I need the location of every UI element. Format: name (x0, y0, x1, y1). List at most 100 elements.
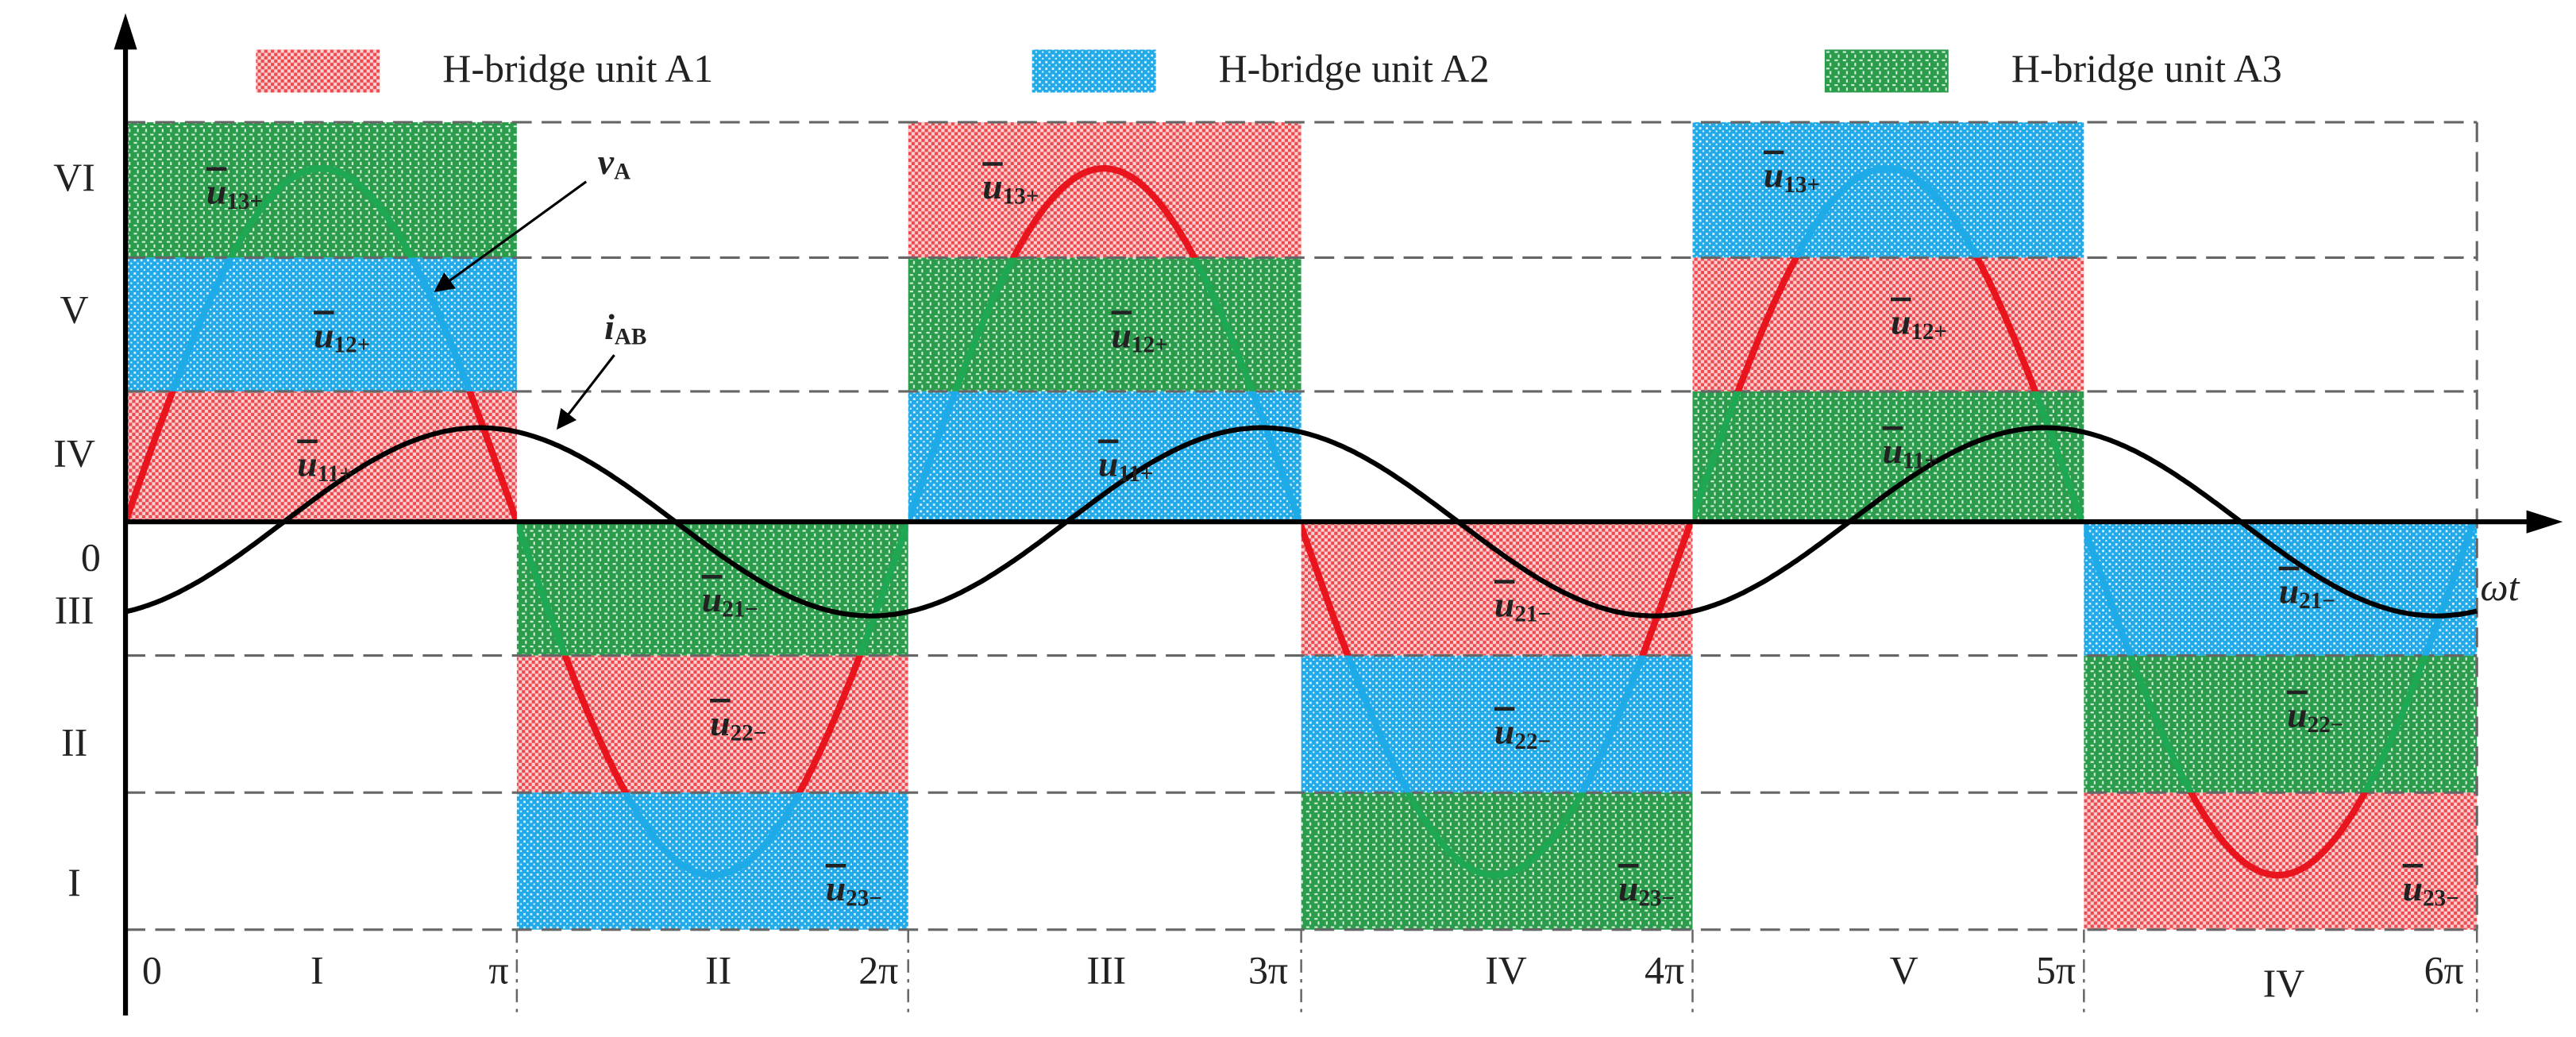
x-label: IV (2263, 962, 2305, 1005)
legend-label: H-bridge unit A1 (442, 47, 713, 91)
subscript: 23− (1638, 885, 1675, 911)
axes (114, 13, 2563, 1016)
symbol: u (710, 703, 730, 743)
x-label: 2π (858, 948, 898, 992)
x-label: 6π (2424, 948, 2464, 992)
symbol: u (2403, 867, 2423, 908)
block-label: u22− (710, 703, 766, 746)
voltage-curve (2084, 522, 2478, 656)
current-curve (125, 425, 2478, 619)
subscript: 22− (731, 720, 767, 746)
block (125, 121, 517, 258)
level-label: 0 (81, 536, 101, 580)
level-label: III (55, 588, 94, 632)
subscript: 12+ (1911, 319, 1947, 345)
legend-swatch (1032, 49, 1156, 93)
subscript: 22− (2308, 712, 2344, 738)
level-label: V (60, 288, 89, 332)
subscript: 23− (846, 885, 882, 911)
block (2084, 655, 2478, 793)
subscript: 13+ (1003, 183, 1039, 209)
block (1301, 792, 1693, 930)
symbol: u (2287, 694, 2307, 734)
symbol: u (982, 166, 1002, 206)
symbol: u (1883, 430, 1903, 470)
subscript: AB (615, 324, 646, 349)
block-label: u12+ (1111, 314, 1167, 358)
block-label: u22− (2287, 694, 2343, 738)
symbol: u (1618, 867, 1638, 908)
block (2084, 792, 2478, 930)
symbol: u (2279, 570, 2299, 611)
arrow (434, 180, 588, 292)
symbol: u (826, 867, 846, 908)
block-label: u13+ (206, 171, 263, 214)
subscript: 12+ (334, 332, 371, 357)
symbol: u (1494, 711, 1514, 751)
symbol: u (1494, 584, 1514, 624)
block (2084, 522, 2478, 656)
x-label: 5π (2036, 948, 2076, 992)
block-label: u21− (702, 579, 758, 623)
block (908, 257, 1301, 391)
block-label: u12+ (1891, 301, 1947, 345)
symbol: v (598, 141, 615, 181)
symbol: u (1764, 154, 1784, 195)
subscript: 13+ (1784, 172, 1820, 198)
x-label: 3π (1248, 948, 1288, 992)
symbol: u (206, 171, 226, 211)
block (1692, 391, 2084, 522)
x-label: V (1890, 948, 1919, 992)
subscript: 21− (1514, 601, 1551, 626)
block-label: u23− (1618, 867, 1675, 911)
block-label: u11+ (1098, 443, 1154, 487)
x-label: I (310, 948, 324, 992)
labels: H-bridge unit A1 H-bridge unit A2 H-bridge… (53, 47, 2520, 1005)
x-label: 4π (1645, 948, 1684, 992)
level-label: IV (53, 432, 95, 476)
block-label: u11+ (1883, 430, 1938, 473)
block-label: u11+ (297, 443, 353, 487)
x-label: IV (1485, 948, 1527, 992)
block-label: u12+ (314, 314, 370, 358)
blocks (125, 49, 2478, 930)
block-label: u23− (2403, 867, 2459, 911)
block-label: u13+ (1764, 154, 1820, 198)
block (1301, 655, 1693, 793)
current-label: iAB (604, 306, 646, 349)
voltage-label: vA (598, 141, 631, 184)
block (516, 655, 908, 793)
block-label: u21− (2279, 570, 2335, 614)
symbol: u (297, 443, 317, 484)
legend-label: H-bridge unit A3 (2011, 47, 2282, 91)
subscript: 21− (2299, 588, 2335, 614)
block (125, 391, 517, 522)
block (908, 391, 1301, 522)
subscript: 13+ (226, 189, 263, 214)
x-axis-label: ωt (2480, 565, 2520, 609)
block-label: u13+ (982, 166, 1039, 210)
x-label: II (705, 948, 731, 992)
subscript: 23− (2423, 885, 2459, 911)
block (908, 121, 1301, 258)
symbol: u (314, 314, 334, 355)
level-label: I (67, 861, 81, 904)
level-label: II (61, 720, 87, 764)
legend-label: H-bridge unit A2 (1219, 47, 1490, 91)
subscript: 11+ (318, 461, 353, 487)
symbol: u (1891, 301, 1911, 341)
block-label: u22− (1494, 711, 1551, 754)
block-label: u23− (826, 867, 882, 911)
arrow (556, 354, 615, 430)
symbol: i (604, 306, 615, 346)
legend-swatch (256, 49, 380, 93)
subscript: 11+ (1903, 448, 1938, 473)
block (516, 792, 908, 930)
subscript: 22− (1514, 728, 1551, 754)
block (516, 522, 908, 656)
level-label: VI (53, 156, 95, 199)
x-label: 0 (142, 948, 162, 992)
block-label: u21− (1494, 584, 1551, 627)
subscript: A (614, 159, 631, 184)
